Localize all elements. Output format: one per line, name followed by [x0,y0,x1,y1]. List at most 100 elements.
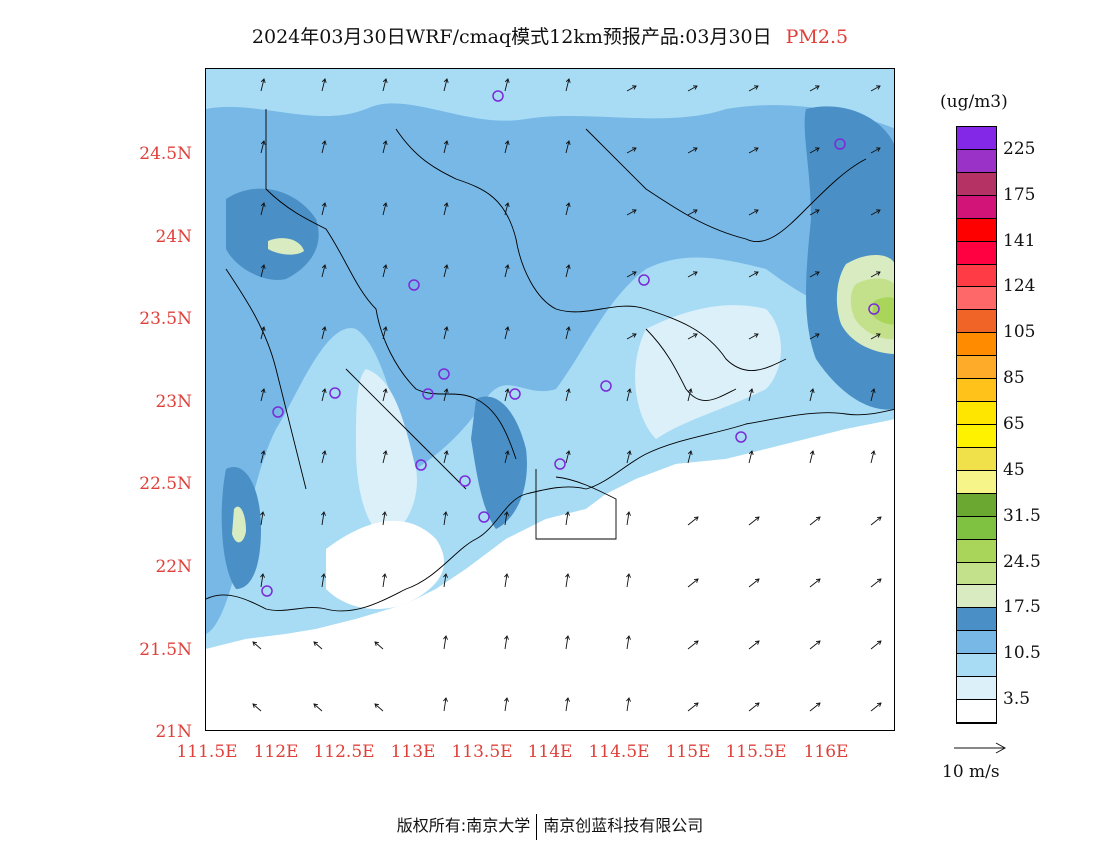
colorbar-segment [957,447,996,471]
wind-arrow-head [876,516,882,521]
wind-arrow-head [693,702,699,707]
wind-arrow [443,140,448,154]
wind-arrow [870,702,882,712]
wind-arrow-head [754,516,760,521]
province-line-2 [395,128,787,371]
wind-arrow [443,326,448,340]
wind-arrow-head [631,209,637,214]
wind-arrow-head [321,450,327,455]
wind-arrow [443,264,448,278]
wind-arrow [321,511,325,526]
wind-arrow [870,333,881,340]
province-line-1 [265,109,517,460]
wind-arrow [748,388,753,402]
coastline [206,408,894,612]
colorbar-segment [957,516,996,540]
wind-vectors [252,78,882,712]
wind-arrow [374,703,384,712]
wind-arrow-head [814,147,820,152]
fill-band-deep-west [226,188,319,280]
wind-arrow [382,264,387,278]
wind-arrow-head [443,388,449,393]
wind-arrow [687,147,698,154]
wind-arrow [748,147,759,154]
station-marker [600,380,612,392]
stations [261,90,880,597]
wind-arrow [565,511,569,526]
station-marker [834,138,846,150]
wind-arrow [321,388,326,402]
wind-arrow [313,641,323,650]
colorbar-segment [957,631,996,655]
wind-arrow-head [870,388,876,393]
wind-arrow-head [382,511,387,516]
wind-arrow-head [504,140,510,145]
wind-arrow-head [382,140,388,145]
station-marker [554,458,566,470]
wind-arrow-head [565,450,571,455]
wind-arrow [374,641,384,650]
colorbar-segment [957,585,996,609]
lat-tick-label: 22.5N [139,474,192,494]
wind-arrow [809,450,814,464]
wind-arrow-head [565,202,571,207]
wind-arrow-head [313,703,319,708]
colorbar-label: 10.5 [1003,643,1041,664]
wind-arrow-head [753,209,759,214]
wind-arrow [443,697,447,712]
colorbar-label: 141 [1003,230,1036,251]
fill-band-3-5b [635,305,781,439]
wind-arrow-head [626,511,631,516]
wind-arrow-head [382,326,388,331]
wind-arrow-head [382,78,388,83]
wind-arrow [382,202,387,216]
district-line-3 [225,268,307,490]
wind-arrow [748,640,760,650]
wind-arrow [260,573,264,588]
colorbar-segment [957,264,996,288]
wind-arrow [443,450,448,464]
wind-arrow [321,202,326,216]
wind-arrow-head [626,635,631,640]
wind-arrow [626,388,631,402]
station-marker [509,388,521,400]
wind-arrow [504,511,508,526]
lon-tick-label: 116E [803,742,849,762]
wind-arrow-head [876,640,882,645]
wind-arrow-head [565,388,571,393]
wind-arrow-head [754,640,760,645]
wind-arrow [626,271,637,278]
wind-arrow [809,147,820,154]
lon-tick-label: 112E [253,742,299,762]
colorbar-segment [957,379,996,403]
wind-arrow-head [693,640,699,645]
wind-arrow [870,640,882,650]
wind-arrow [870,271,881,278]
wind-arrow-head [504,635,509,640]
wind-arrow [626,85,637,92]
wind-arrow-head [443,140,449,145]
colorbar-unit: (ug/m3) [940,92,1008,112]
wind-arrow [321,78,326,92]
wind-arrow-head [692,271,698,276]
wind-arrow-head [321,202,327,207]
wind-arrow [626,147,637,154]
wind-arrow-head [692,333,698,338]
wind-arrow-head [815,702,821,707]
wind-arrow [260,511,264,526]
lon-tick-label: 114.5E [588,742,650,762]
fill-ocean [206,419,894,730]
wind-arrow [809,516,821,526]
wind-arrow [626,573,630,588]
wind-arrow-head [382,573,387,578]
wind-arrow-head [809,388,815,393]
wind-arrow [321,140,326,154]
footer-org-1: 南京大学 [466,816,531,835]
wind-arrow [687,516,699,526]
wind-arrow [313,703,323,712]
station-marker [408,279,420,291]
wind-arrow-head [504,78,510,83]
wind-arrow [565,635,569,650]
wind-arrow-head [504,264,510,269]
wind-arrow [260,202,265,216]
